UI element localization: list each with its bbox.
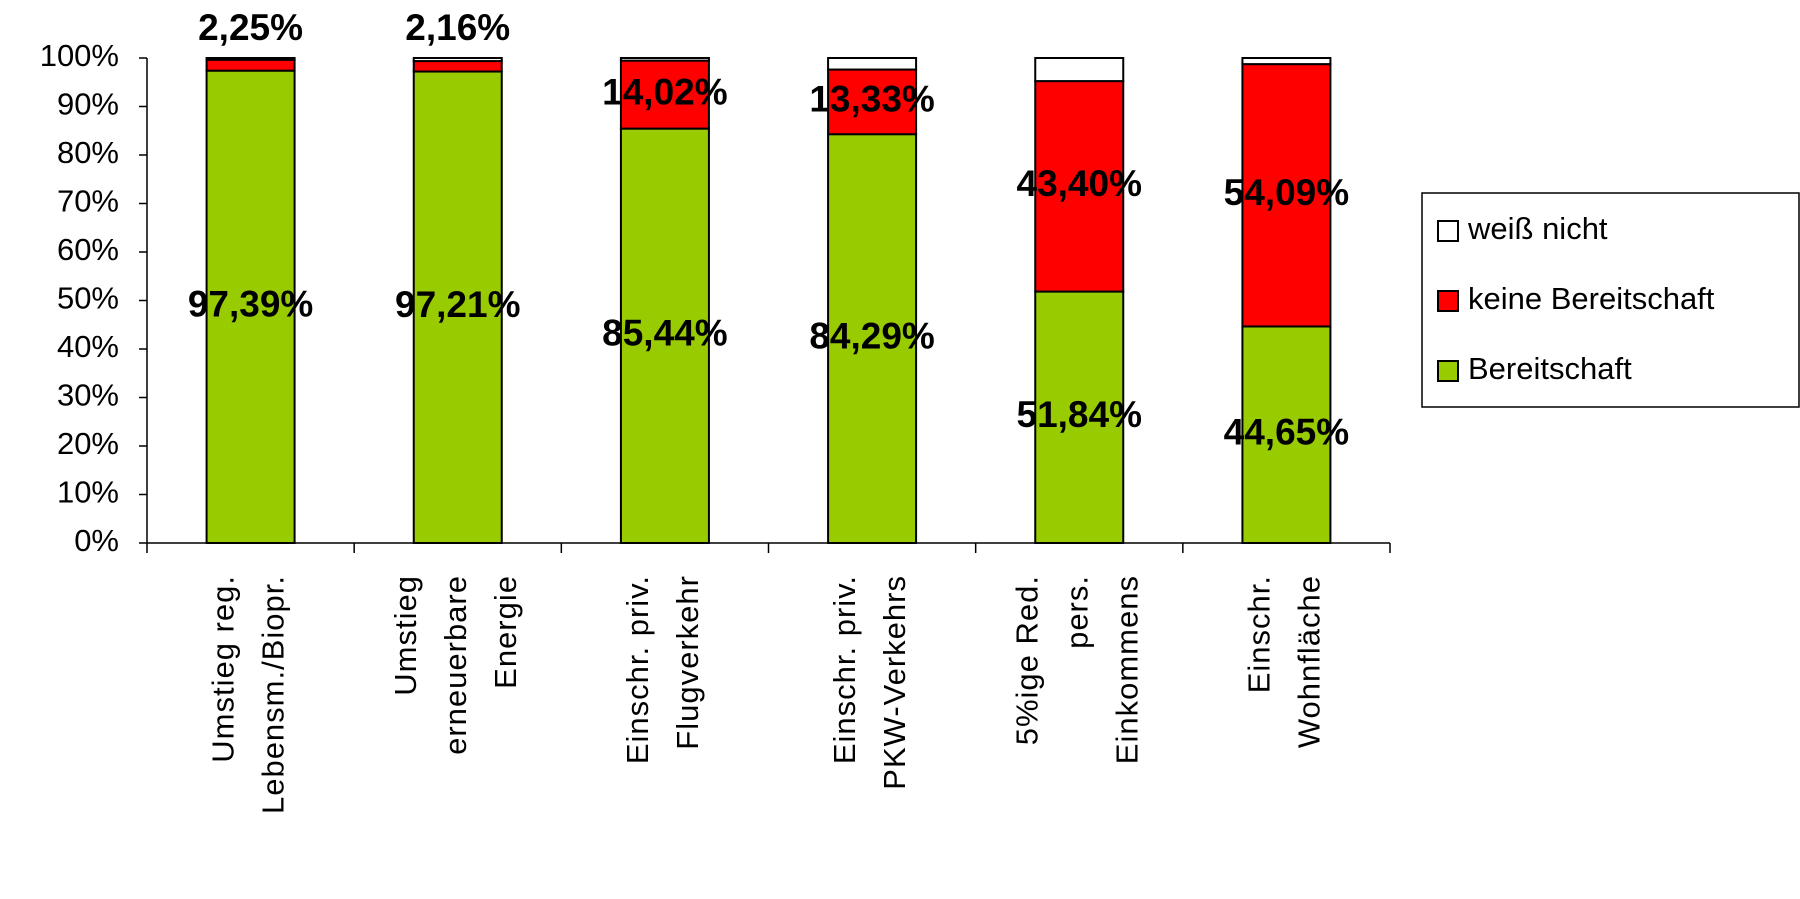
y-tick-label: 30% (57, 378, 119, 413)
data-label: 44,65% (1224, 412, 1350, 453)
data-label: 2,25% (198, 7, 303, 48)
y-tick-label: 40% (57, 329, 119, 364)
y-tick-label: 0% (74, 523, 119, 558)
bar-segment (412, 60, 503, 73)
bar-segment (412, 70, 503, 545)
bar-segment (619, 57, 710, 62)
bar-segment (827, 133, 918, 544)
y-tick-label: 50% (57, 281, 119, 316)
data-label: 13,33% (809, 79, 935, 120)
bar-segment (1034, 290, 1125, 544)
bar-segment (1241, 63, 1332, 328)
bar-segment (1241, 325, 1332, 545)
x-tick-label: Einschr. priv. Flugverkehr (620, 575, 705, 764)
bar-segment (619, 59, 710, 130)
data-label: 85,44% (602, 313, 728, 354)
bar-segment (205, 57, 296, 61)
y-tick-label: 100% (40, 38, 119, 73)
bar-segment (1034, 80, 1125, 293)
x-tick-label: Umstieg erneuerbare Energie (388, 575, 523, 755)
data-label: 84,29% (809, 315, 935, 356)
bar-segment (205, 58, 296, 72)
legend-box (1421, 192, 1800, 408)
bar-segment (827, 68, 918, 136)
legend-swatch (1437, 360, 1459, 382)
legend-label: keine Bereitschaft (1468, 281, 1715, 316)
data-label: 14,02% (602, 71, 728, 112)
y-tick-label: 80% (57, 135, 119, 170)
legend-swatch (1437, 290, 1459, 312)
data-label: 2,16% (405, 7, 510, 48)
y-tick-label: 70% (57, 184, 119, 219)
bar-segment (1034, 57, 1125, 83)
x-tick-label: Einschr. priv. PKW-Verkehrs (827, 575, 912, 790)
bar-segment (619, 127, 710, 544)
data-label: 97,39% (188, 284, 314, 325)
data-label: 51,84% (1017, 394, 1143, 435)
legend-swatch (1437, 220, 1459, 242)
bar-segment (827, 57, 918, 71)
legend-label: Bereitschaft (1468, 351, 1632, 386)
data-label: 97,21% (395, 284, 521, 325)
legend-label: weiß nicht (1467, 211, 1608, 246)
y-tick-label: 60% (57, 232, 119, 267)
y-tick-label: 10% (57, 475, 119, 510)
data-label: 43,40% (1017, 163, 1143, 204)
bar-segment (1241, 57, 1332, 66)
x-tick-label: 5%ige Red. pers. Einkommens (1009, 575, 1144, 764)
y-tick-label: 20% (57, 426, 119, 461)
y-tick-label: 90% (57, 87, 119, 122)
data-label: 54,09% (1224, 172, 1350, 213)
bar-segment (205, 69, 296, 544)
x-tick-label: Umstieg reg. Lebensm./Biopr. (206, 575, 291, 814)
x-tick-label: Einschr. Wohnfläche (1242, 575, 1327, 748)
bar-segment (412, 57, 503, 63)
